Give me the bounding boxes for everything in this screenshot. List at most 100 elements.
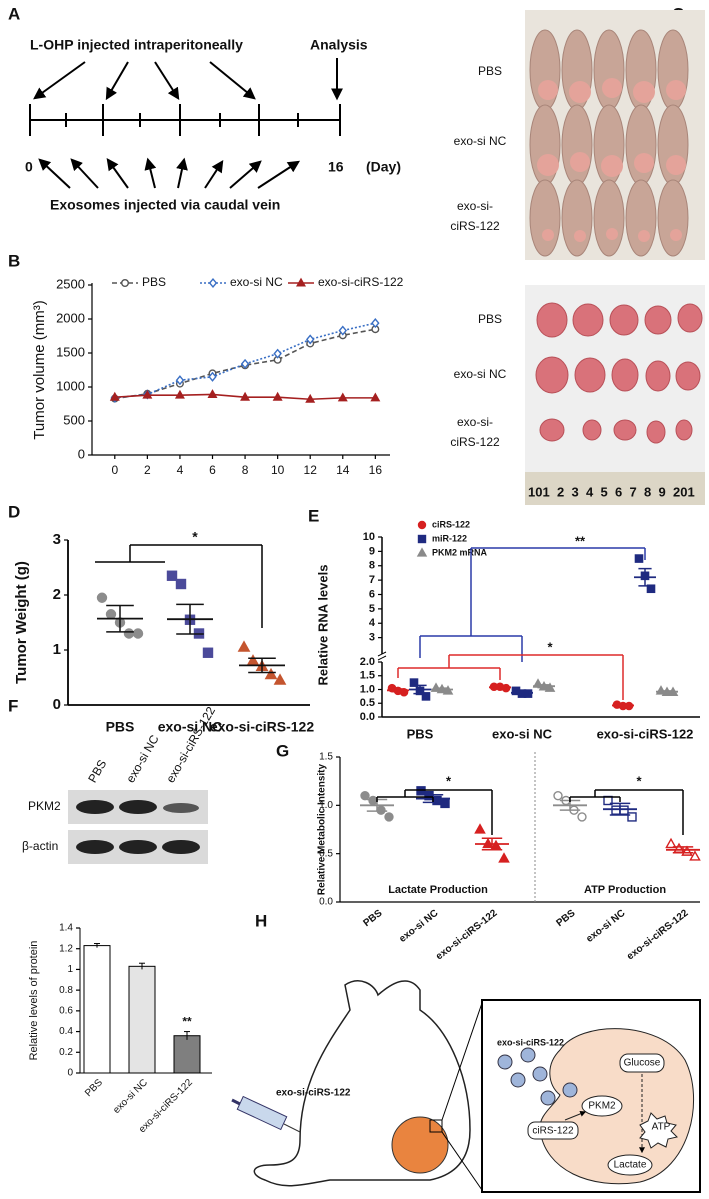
tumor-label: exo-si- — [457, 415, 493, 429]
legend-marker — [417, 534, 427, 544]
data-point — [305, 393, 316, 403]
zoom-box — [429, 1119, 443, 1133]
y-tick-label: 5 — [369, 603, 375, 615]
y-tick-label: 1000 — [56, 378, 85, 393]
data-point — [337, 392, 348, 402]
y-tick-label: 2.0 — [360, 656, 375, 668]
y-tick-label: 9 — [369, 545, 375, 557]
data-point — [132, 628, 144, 639]
ruler-label: 3 — [572, 484, 579, 499]
panel-label: A — [8, 4, 20, 23]
y-tick-label: 2000 — [56, 310, 85, 325]
data-point — [246, 654, 260, 666]
ruler-label: 7 — [630, 484, 637, 499]
tumor-label: ciRS-122 — [450, 435, 500, 449]
axis-break — [377, 651, 387, 657]
data-point — [273, 673, 287, 685]
legend-label: miR-122 — [432, 533, 467, 543]
y-tick-label: 0.4 — [59, 1026, 73, 1037]
y-tick-label: 0.0 — [360, 711, 375, 723]
data-point — [611, 805, 621, 815]
atp-star — [639, 1112, 678, 1149]
y-tick-label: 1 — [67, 964, 73, 975]
data-point — [338, 325, 347, 336]
bands — [76, 800, 200, 854]
y-tick-label: 1.4 — [59, 923, 73, 934]
data-point — [96, 592, 108, 603]
y-tick-label: 3 — [369, 632, 375, 644]
data-point — [202, 647, 214, 658]
tumors — [535, 302, 703, 444]
bar — [83, 945, 111, 1074]
y-tick-label: 10 — [363, 531, 375, 543]
data-point — [272, 391, 283, 401]
pkm2-label: PKM2 — [588, 1101, 616, 1112]
data-point — [166, 570, 178, 581]
data-point — [109, 391, 120, 401]
day-end: 16 — [328, 159, 344, 175]
data-point — [689, 850, 701, 861]
y-axis-label: Relative levels of protein — [28, 941, 40, 1061]
ruler-label: 5 — [601, 484, 608, 499]
data-point — [681, 845, 693, 856]
lactate-label: Lactate — [614, 1160, 647, 1171]
significance: ** — [575, 533, 586, 548]
atp-label: ATP — [652, 1122, 671, 1133]
y-tick-label: 1.0 — [319, 800, 333, 811]
data-point — [370, 392, 381, 402]
significance: * — [446, 773, 452, 788]
axis-break — [377, 655, 387, 661]
facet-title: Lactate Production — [388, 884, 488, 896]
x-tick-label: exo-si-ciRS-122 — [625, 908, 691, 963]
y-tick-label: 6 — [369, 588, 375, 600]
data-point — [416, 786, 426, 796]
data-point — [360, 790, 370, 801]
ruler-label: 20 — [673, 484, 687, 499]
significance: * — [547, 639, 553, 654]
legend-marker — [120, 279, 129, 288]
x-tick-label: exo-si NC — [111, 1077, 150, 1116]
panel-label: B — [8, 251, 20, 270]
data-point — [371, 318, 380, 329]
arrows — [33, 58, 343, 189]
mice-label: ciRS-122 — [450, 219, 500, 233]
data-point — [376, 805, 386, 815]
x-tick-label: exo-si-ciRS-122 — [210, 719, 314, 735]
lane-label: PBS — [85, 757, 109, 785]
x-tick-label: 2 — [144, 463, 151, 477]
x-tick-label: 14 — [336, 463, 350, 477]
data-point — [634, 554, 644, 563]
data-point — [665, 837, 677, 849]
y-tick-label: 1 — [53, 641, 61, 658]
panel-label: E — [308, 506, 319, 525]
legend-marker — [296, 277, 306, 287]
y-tick-label: 1.0 — [360, 683, 375, 695]
data-point — [207, 389, 218, 398]
panel-label: G — [276, 741, 289, 760]
annotation: ** — [182, 1015, 192, 1029]
x-tick-label: 10 — [271, 463, 285, 477]
x-tick-label: PBS — [361, 908, 384, 930]
band-label: β-actin — [22, 839, 58, 853]
y-axis-label: Relative Metabolic Intensity — [317, 763, 328, 895]
lane-label: exo-si-ciRS-122 — [163, 704, 218, 785]
data-point — [175, 578, 187, 590]
y-tick-label: 4 — [369, 617, 376, 629]
ruler-label: 8 — [644, 484, 651, 499]
y-tick-label: 2 — [53, 586, 61, 603]
data-point — [368, 795, 378, 806]
data-point — [174, 389, 185, 399]
timeline-top-text: L-OHP injected intraperitoneally — [30, 37, 243, 53]
ruler-label: 1 — [688, 484, 695, 499]
ruler-label: 2 — [557, 484, 564, 499]
ruler-label: 9 — [659, 484, 666, 499]
data-point — [421, 692, 431, 701]
data-point — [498, 852, 510, 863]
legend-label: ciRS-122 — [432, 519, 470, 529]
y-tick-label: 7 — [369, 574, 375, 586]
mice-label: exo-si- — [457, 199, 493, 213]
data-point — [577, 812, 587, 822]
x-tick-label: 12 — [304, 463, 318, 477]
x-tick-label: exo-si-ciRS-122 — [434, 908, 500, 963]
lane-label: exo-si NC — [123, 732, 162, 785]
